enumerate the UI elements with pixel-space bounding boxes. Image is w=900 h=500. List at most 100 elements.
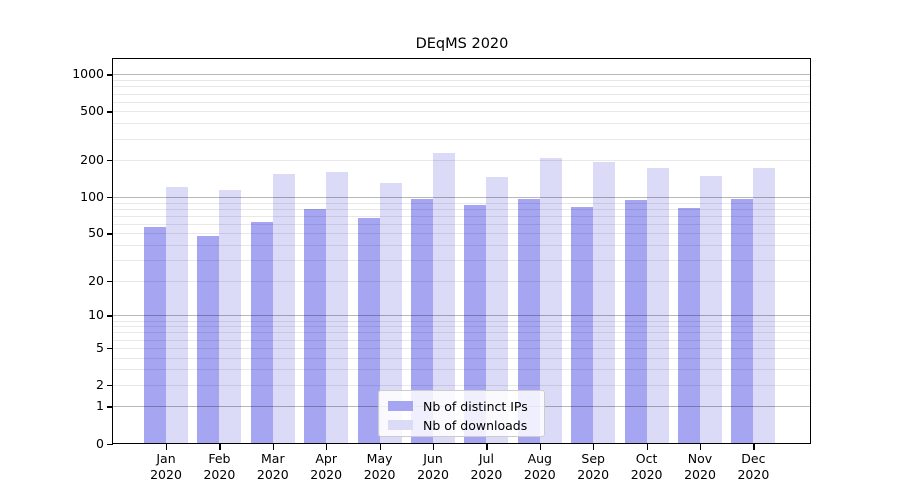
y-tick-mark [107, 160, 113, 162]
x-tick-label: May 2020 [363, 450, 396, 483]
legend-item-downloads: Nb of downloads [388, 417, 535, 433]
bar-downloads-may [379, 183, 402, 444]
bar-distinct-ips-jul [464, 204, 487, 444]
x-tick-mark [326, 444, 328, 450]
bar-distinct-ips-nov [678, 208, 700, 444]
gridline-major [113, 315, 811, 317]
bar-distinct-ips-dec [731, 199, 754, 444]
gridline-minor [113, 123, 811, 125]
gridline-minor [113, 320, 811, 322]
y-tick-mark [107, 315, 113, 317]
gridline-minor [113, 111, 811, 113]
x-tick-mark [700, 444, 702, 450]
gridline-minor [113, 233, 811, 235]
y-tick-label: 5 [96, 339, 104, 355]
y-tick-mark [107, 406, 113, 408]
gridline-minor [113, 208, 811, 210]
y-tick-label: 10 [88, 307, 104, 323]
gridline-minor [113, 101, 811, 103]
x-tick-mark [486, 444, 488, 450]
y-tick-mark [107, 197, 113, 199]
x-tick-mark [753, 444, 755, 450]
y-tick-mark [107, 443, 113, 445]
bar-downloads-jul [486, 177, 509, 444]
gridline-minor [113, 332, 811, 334]
gridline-minor [113, 280, 811, 282]
y-tick-label: 100 [80, 189, 104, 204]
gridline-minor [113, 138, 811, 140]
legend-label-distinct-ips: Nb of distinct IPs [423, 398, 528, 414]
gridline-minor [113, 339, 811, 341]
bar-downloads-aug [539, 157, 562, 444]
bar-downloads-jan [166, 187, 188, 444]
bar-downloads-oct [646, 168, 669, 444]
gridline-minor [113, 245, 811, 247]
y-tick-mark [107, 233, 113, 235]
gridline-minor [113, 384, 811, 386]
legend-item-distinct-ips: Nb of distinct IPs [388, 398, 535, 414]
gridline-minor [113, 80, 811, 82]
gridline-minor [113, 326, 811, 328]
bar-distinct-ips-jan [144, 226, 166, 444]
y-tick-mark [107, 111, 113, 113]
x-tick-label: Aug 2020 [523, 450, 556, 483]
bar-downloads-nov [700, 176, 722, 444]
bar-distinct-ips-may [357, 218, 380, 444]
x-tick-mark [539, 444, 541, 450]
chart-title: DEqMS 2020 [415, 36, 509, 52]
y-tick-label: 1000 [72, 66, 104, 82]
bar-distinct-ips-mar [250, 222, 273, 444]
gridline-minor [113, 357, 811, 359]
gridline-minor [113, 347, 811, 349]
x-tick-label: Dec 2020 [737, 450, 770, 483]
bar-distinct-ips-apr [304, 208, 327, 444]
legend-swatch-distinct-ips [388, 401, 413, 411]
bar-distinct-ips-sep [571, 207, 594, 444]
bar-distinct-ips-oct [624, 200, 647, 444]
bar-downloads-sep [593, 162, 616, 444]
x-tick-label: Jun 2020 [417, 450, 449, 483]
bar-downloads-jun [433, 152, 455, 444]
y-tick-label: 1 [96, 398, 104, 414]
x-tick-label: Feb 2020 [203, 450, 236, 483]
gridline-minor [113, 260, 811, 262]
gridline-minor [113, 369, 811, 371]
x-tick-label: Sep 2020 [577, 450, 610, 483]
legend: Nb of distinct IPs Nb of downloads [378, 390, 545, 437]
x-tick-label: Mar 2020 [256, 450, 289, 483]
y-tick-mark [107, 280, 113, 283]
y-tick-mark [107, 384, 113, 386]
x-tick-mark [219, 444, 221, 450]
bar-downloads-feb [219, 189, 242, 444]
y-tick-label: 500 [80, 103, 104, 119]
x-tick-mark [646, 444, 648, 450]
bar-distinct-ips-aug [517, 198, 540, 444]
gridline-minor [113, 93, 811, 95]
x-tick-label: Apr 2020 [310, 450, 343, 483]
gridline-minor [113, 160, 811, 162]
y-tick-label: 20 [88, 272, 104, 288]
bar-downloads-mar [272, 174, 295, 444]
x-tick-mark [593, 444, 595, 450]
gridline-minor [113, 215, 811, 217]
y-tick-mark [107, 74, 113, 76]
gridline-major [113, 197, 811, 198]
x-tick-label: Jan 2020 [150, 450, 182, 483]
x-tick-mark [272, 444, 274, 450]
x-tick-mark [433, 444, 435, 450]
y-tick-label: 200 [80, 152, 104, 168]
bar-distinct-ips-jun [411, 198, 433, 444]
gridline-minor [113, 202, 811, 204]
y-tick-label: 2 [96, 376, 104, 392]
x-tick-label: Jul 2020 [470, 450, 503, 483]
bar-downloads-dec [753, 168, 776, 444]
x-tick-mark [379, 444, 381, 450]
gridline-minor [113, 223, 811, 225]
bar-downloads-apr [326, 172, 349, 444]
gridline-minor [113, 86, 811, 88]
x-tick-mark [166, 444, 168, 450]
y-tick-label: 50 [88, 225, 104, 241]
x-tick-label: Nov 2020 [684, 450, 716, 483]
legend-label-downloads: Nb of downloads [423, 417, 528, 433]
